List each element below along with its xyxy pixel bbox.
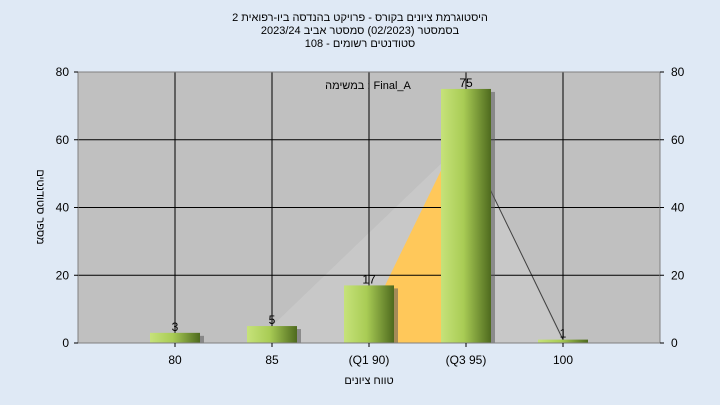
chart-title-line-3: סטודנטים רשומים - 108	[305, 38, 416, 50]
bar-value-label: 17	[362, 272, 376, 286]
bars: 3 5 17 75 1	[150, 76, 592, 343]
chart-title-line-1: היסטוגרמת ציונים בקורס - פרויקט בהנדסה ב…	[232, 12, 488, 24]
bar-value-label: 1	[560, 327, 567, 341]
x-tick-label: 100	[553, 353, 573, 367]
bar-value-label: 3	[172, 320, 179, 334]
y-tick-label-left: 20	[56, 268, 70, 282]
y-axis-label: מספר סטודנטים	[34, 169, 46, 244]
x-axis-label: טווח ציונים	[344, 375, 393, 387]
assignment-annotation: במשימה : Final_A	[325, 80, 411, 92]
chart-title-line-2: בסמסטר (02/2023) סמסטר אביב 2023/24	[261, 25, 460, 37]
y-tick-label-left: 40	[56, 201, 70, 215]
x-tick-label: (Q1 90)	[349, 353, 390, 367]
axis-ticks: 0 0 20 20 40 40 60 60 80 80 80 85 (Q1 90) (Q3 95) 100	[56, 65, 685, 367]
y-tick-label-right: 20	[671, 268, 685, 282]
bar	[344, 285, 394, 343]
bar	[247, 326, 297, 343]
x-tick-label: 85	[265, 353, 279, 367]
x-tick-label: 80	[168, 353, 182, 367]
bar	[441, 88, 491, 343]
bar-value-label: 75	[459, 76, 473, 90]
y-tick-label-left: 0	[62, 336, 69, 350]
y-tick-label-right: 60	[671, 133, 685, 147]
y-tick-label-right: 40	[671, 201, 685, 215]
x-tick-label: (Q3 95)	[446, 353, 487, 367]
bar	[150, 332, 200, 343]
y-tick-label-left: 60	[56, 133, 70, 147]
bar	[538, 339, 588, 343]
y-tick-label-left: 80	[56, 65, 70, 79]
y-tick-label-right: 80	[671, 65, 685, 79]
bar-value-label: 5	[269, 313, 276, 327]
y-tick-label-right: 0	[671, 336, 678, 350]
